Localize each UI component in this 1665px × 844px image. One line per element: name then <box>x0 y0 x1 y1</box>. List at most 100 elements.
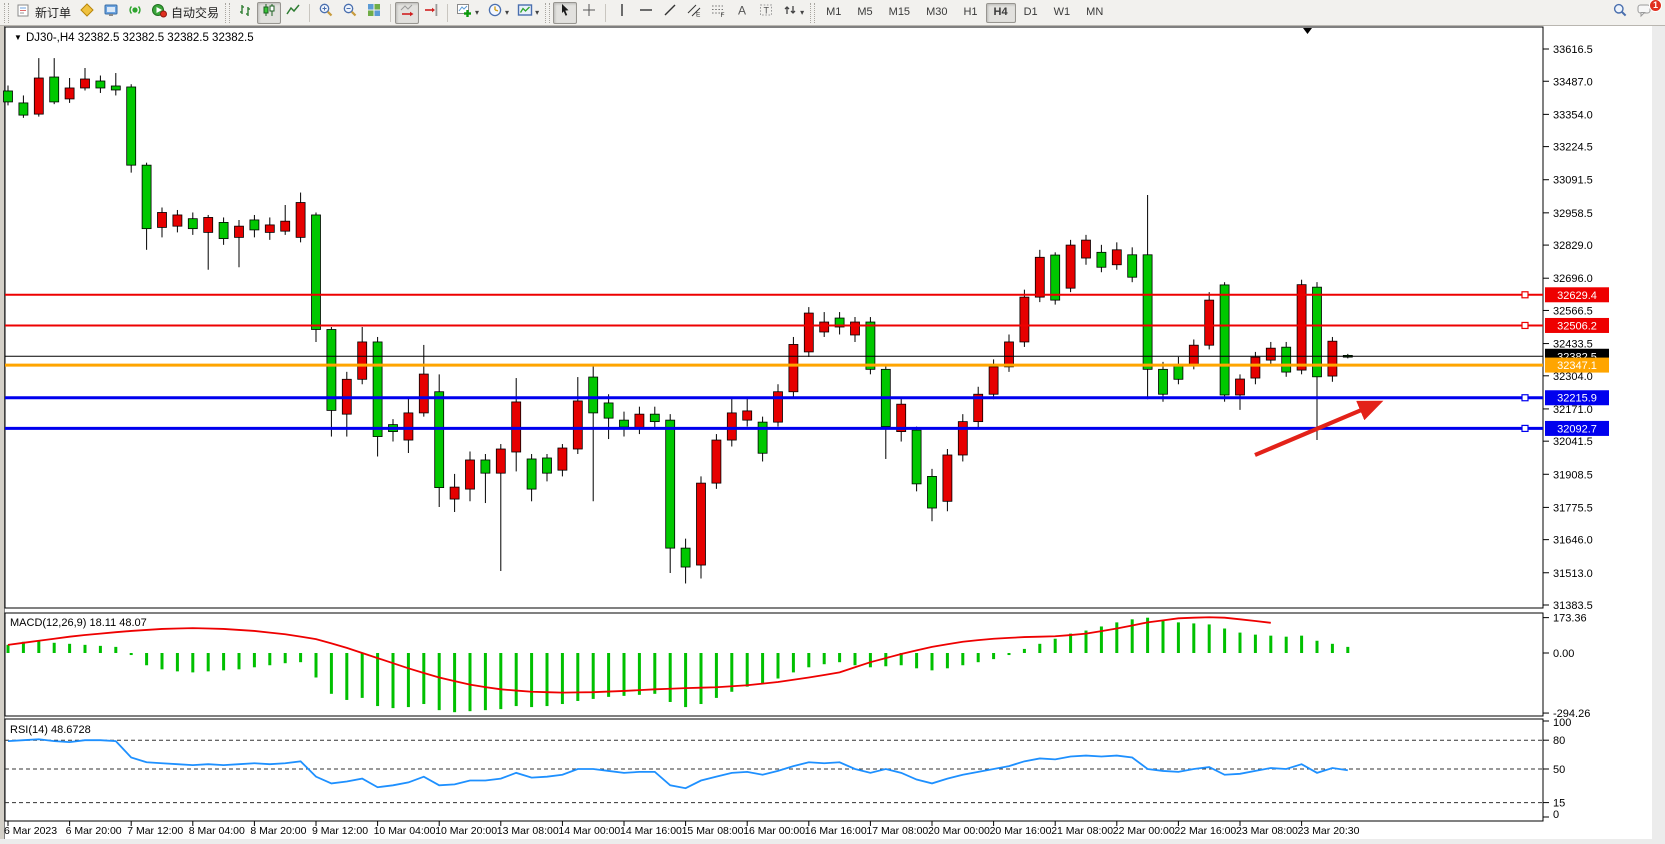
fibonacci-button[interactable]: F <box>706 2 730 24</box>
line-handle[interactable] <box>1521 394 1529 402</box>
search-icon <box>1612 2 1628 23</box>
timeframe-button-h4[interactable]: H4 <box>985 2 1016 23</box>
vertical-line-button[interactable] <box>610 2 634 24</box>
line-handle[interactable] <box>1521 291 1529 299</box>
svg-text:DJ30-,H4 32382.5 32382.5 3238: DJ30-,H4 32382.5 32382.5 32382.5 32382.5 <box>26 32 254 44</box>
level-lines <box>5 291 1543 433</box>
svg-text:E: E <box>696 12 701 19</box>
macd-signal-line <box>7 616 1271 694</box>
line-chart-button[interactable] <box>281 2 305 24</box>
svg-text:0.00: 0.00 <box>1553 648 1574 660</box>
chart-shift-icon <box>423 2 439 23</box>
equidistant-channel-button[interactable]: E <box>682 2 706 24</box>
market-watch-button[interactable] <box>75 2 99 24</box>
svg-text:23 Mar 20:30: 23 Mar 20:30 <box>1298 825 1360 837</box>
timeframe-button-w1[interactable]: W1 <box>1053 5 1071 18</box>
search-button[interactable] <box>1608 2 1632 24</box>
timeframe-button-d1[interactable]: D1 <box>1023 5 1038 18</box>
price-badge <box>1545 317 1609 333</box>
periods-button[interactable]: ▾ <box>483 2 513 24</box>
broadcast-button[interactable] <box>123 2 147 24</box>
periods-clock-icon <box>487 2 503 23</box>
fibonacci-icon: F <box>710 2 726 23</box>
svg-text:32829.0: 32829.0 <box>1553 240 1593 252</box>
svg-text:32433.5: 32433.5 <box>1553 339 1593 351</box>
crosshair-button[interactable] <box>577 2 601 24</box>
macd-indicator: MACD(12,26,9) 18.11 48.07 173.36 0.00 -294.… <box>6 613 1590 720</box>
svg-text:32347.1: 32347.1 <box>1557 360 1597 372</box>
svg-text:14 Mar 16:00: 14 Mar 16:00 <box>620 825 682 837</box>
timeframe-toolbar: M1 M5 M15 M30 H1 H4 D1 W1 MN <box>818 2 1111 23</box>
tile-windows-button[interactable] <box>362 2 386 24</box>
svg-text:F: F <box>721 12 725 18</box>
svg-text:21 Mar 08:00: 21 Mar 08:00 <box>1051 825 1113 837</box>
text-label-button[interactable]: T <box>754 2 778 24</box>
svg-text:-294.26: -294.26 <box>1553 708 1590 720</box>
toolbar-grip[interactable] <box>810 2 816 23</box>
bar-chart-icon <box>237 2 253 23</box>
tile-windows-icon <box>366 2 382 23</box>
auto-scroll-button[interactable] <box>395 1 420 24</box>
rsi-panel <box>4 718 1544 822</box>
svg-text:32629.4: 32629.4 <box>1557 290 1597 302</box>
svg-text:31775.5: 31775.5 <box>1553 502 1593 514</box>
zoom-out-icon <box>342 2 358 23</box>
svg-text:10 Mar 20:00: 10 Mar 20:00 <box>435 825 497 837</box>
svg-text:33224.5: 33224.5 <box>1553 142 1593 154</box>
svg-text:31646.0: 31646.0 <box>1553 535 1593 547</box>
add-indicator-icon <box>456 2 473 23</box>
horizontal-line-icon <box>638 2 654 23</box>
horizontal-line-button[interactable] <box>634 2 658 24</box>
timeframe-button-h1[interactable]: H1 <box>963 5 978 18</box>
svg-text:T: T <box>764 6 770 16</box>
svg-text:33354.0: 33354.0 <box>1553 109 1593 121</box>
timeframe-button-m30[interactable]: M30 <box>926 5 948 18</box>
timeframe-button-m5[interactable]: M5 <box>857 5 873 18</box>
line-handle[interactable] <box>1521 424 1529 433</box>
trendline-button[interactable] <box>658 2 682 24</box>
add-indicator-button[interactable]: ▾ <box>452 2 483 24</box>
notification-badge: 1 <box>1649 0 1662 12</box>
chart-title: ▼ DJ30-,H4 32382.5 32382.5 32382.5 32382.… <box>14 32 254 44</box>
zoom-out-button[interactable] <box>338 2 362 24</box>
svg-text:0: 0 <box>1553 809 1559 821</box>
arrows-icon <box>782 2 798 23</box>
cursor-button[interactable] <box>553 1 578 24</box>
svg-text:32958.5: 32958.5 <box>1553 208 1593 220</box>
chart-shift-button[interactable] <box>419 2 443 24</box>
chevron-down-icon: ▾ <box>505 8 510 17</box>
line-handle[interactable] <box>1521 321 1529 330</box>
arrows-button[interactable]: ▾ <box>778 2 808 24</box>
toolbar-grip[interactable] <box>225 2 231 23</box>
toolbar-grip[interactable] <box>545 2 551 23</box>
text-label-icon: T <box>758 2 774 23</box>
new-order-button[interactable]: 新订单 <box>12 2 75 24</box>
trend-arrow-annotation[interactable] <box>1254 400 1384 457</box>
svg-text:32696.0: 32696.0 <box>1553 273 1593 285</box>
toolbar-grip[interactable] <box>4 2 9 23</box>
templates-button[interactable]: ▾ <box>513 2 543 24</box>
chat-button[interactable]: 1 <box>1632 0 1662 24</box>
svg-text:A: A <box>738 4 746 18</box>
zoom-in-button[interactable] <box>314 2 338 24</box>
scroll-to-end-marker[interactable] <box>1303 28 1312 34</box>
svg-text:32215.9: 32215.9 <box>1557 393 1597 405</box>
svg-text:31383.5: 31383.5 <box>1553 600 1593 612</box>
bar-chart-button[interactable] <box>233 2 257 24</box>
timeframe-button-m1[interactable]: M1 <box>826 5 842 18</box>
right-edge <box>1652 26 1665 844</box>
candlestick-chart-button[interactable] <box>257 1 282 24</box>
price-badge <box>1545 420 1609 436</box>
svg-text:32506.2: 32506.2 <box>1557 320 1597 332</box>
svg-text:16 Mar 00:00: 16 Mar 00:00 <box>743 825 805 837</box>
text-button[interactable]: A <box>730 2 754 24</box>
left-splitter[interactable] <box>0 26 4 844</box>
timeframe-button-m15[interactable]: M15 <box>888 5 911 18</box>
chart-canvas[interactable]: 33616.5 33487.0 33354.0 33224.5 33091.5 32958… <box>0 26 1665 844</box>
terminal-icon <box>103 2 119 23</box>
price-badge <box>1545 357 1609 373</box>
auto-trading-button[interactable]: 自动交易 <box>147 2 223 24</box>
timeframe-button-mn[interactable]: MN <box>1086 5 1104 18</box>
terminal-button[interactable] <box>99 2 123 24</box>
